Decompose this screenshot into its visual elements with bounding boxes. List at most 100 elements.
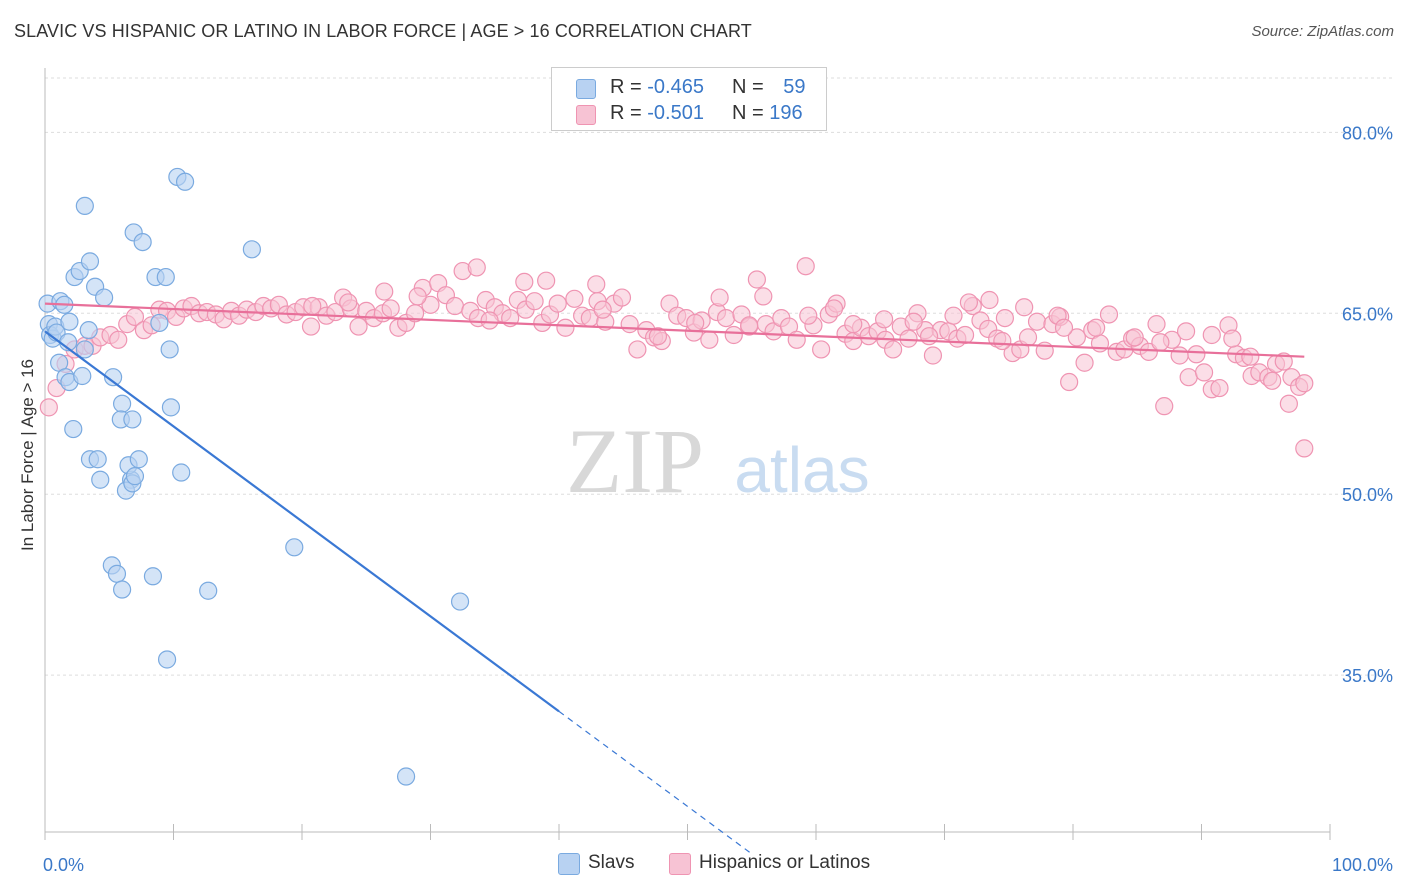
hispanics-point (799, 306, 818, 325)
hispanics-point (525, 292, 544, 311)
hispanics-point (1187, 345, 1206, 364)
hispanics-point (1176, 322, 1196, 341)
hispanics-swatch (576, 105, 596, 125)
hispanics-legend-swatch (669, 853, 691, 875)
hispanics-point (923, 346, 943, 365)
slavs-point (75, 340, 94, 359)
y-tick-label: 35.0% (1342, 666, 1393, 686)
hispanics-point (39, 398, 58, 417)
hispanics-point (548, 294, 567, 313)
hispanics-point (1087, 318, 1106, 337)
hispanics-point (812, 340, 831, 359)
chart-title: SLAVIC VS HISPANIC OR LATINO IN LABOR FO… (14, 21, 752, 41)
hispanics-point (339, 293, 358, 312)
legend-r-hispanics: R = -0.501 (610, 102, 704, 124)
slavs-point (156, 267, 175, 287)
hispanics-point (1099, 305, 1119, 324)
hispanics-point (904, 312, 923, 331)
hispanics-point (1027, 312, 1047, 331)
hispanics-point (844, 315, 863, 334)
chart-source: Source: ZipAtlas.com (1251, 23, 1394, 40)
hispanics-point (1274, 352, 1293, 371)
hispanics-point (628, 340, 647, 359)
hispanics-point (740, 316, 759, 335)
hispanics-point (944, 306, 963, 325)
hispanics-point (556, 318, 575, 337)
hispanics-point (109, 330, 128, 349)
hispanics-point (301, 317, 321, 336)
hispanics-point (303, 296, 322, 316)
slavs-point (80, 252, 100, 271)
hispanics-point (700, 330, 719, 349)
axes (44, 68, 1331, 840)
hispanics-point (710, 288, 729, 307)
x-tick-label-max: 100.0% (1332, 855, 1393, 875)
slavs-point (143, 567, 163, 586)
hispanics-point (1170, 346, 1189, 365)
slavs-point (75, 196, 94, 216)
tick-labels: 35.0% 50.0% 65.0% 80.0% 0.0% 100.0% (43, 123, 1393, 875)
hispanics-point (1295, 439, 1314, 458)
slavs-point (242, 240, 261, 259)
legend-r-slavs: R = -0.465 (610, 76, 704, 98)
slavs-point (396, 767, 416, 786)
hispanics-point (899, 329, 918, 348)
hispanics-point (824, 299, 844, 318)
slavs-point (150, 313, 169, 333)
watermark-zip: ZIP (566, 410, 704, 512)
hispanics-point (796, 257, 815, 276)
hispanics-point (620, 315, 639, 334)
hispanics-point (515, 272, 534, 292)
hispanics-point (421, 295, 440, 314)
slavs-point (107, 564, 127, 583)
hispanics-point (1155, 397, 1174, 416)
hispanics-point (381, 299, 400, 318)
slavs-point (199, 581, 218, 600)
slavs-legend-label: Slavs (588, 852, 635, 873)
hispanics-point (648, 327, 668, 346)
hispanics-point (1263, 371, 1282, 390)
legend-n-hispanics: N = 196 (732, 102, 803, 124)
slavs-point (64, 419, 83, 439)
slavs-point (104, 368, 123, 387)
hispanics-point (1279, 394, 1298, 413)
hispanics-trend-line (44, 302, 1305, 358)
hispanics-point (993, 331, 1012, 351)
hispanics-point (1018, 328, 1038, 347)
hispanics-point (955, 325, 975, 345)
slavs-trend-extension (558, 710, 753, 855)
slavs-point (161, 398, 181, 417)
slavs-point (129, 450, 148, 469)
hispanics-point (349, 317, 368, 336)
hispanics-point (716, 308, 736, 328)
hispanics-point (480, 311, 499, 330)
y-tick-label: 80.0% (1342, 123, 1393, 143)
slavs-point (112, 394, 132, 413)
hispanics-point (1194, 363, 1214, 382)
hispanics-point (1179, 368, 1198, 387)
slavs-point (73, 366, 92, 386)
slavs-point (285, 538, 304, 557)
slavs-point (88, 450, 107, 469)
slavs-point (175, 172, 195, 191)
hispanics-point (747, 270, 766, 289)
hispanics-point (1295, 374, 1314, 393)
hispanics-point (1147, 315, 1166, 334)
hispanics-point (1067, 328, 1086, 347)
hispanics-point (883, 340, 903, 359)
slavs-point (133, 232, 152, 252)
hispanics-point (1223, 329, 1242, 348)
hispanics-point (1060, 372, 1079, 392)
slavs-point (125, 467, 145, 486)
hispanics-point (445, 296, 465, 316)
hispanics-point (593, 300, 612, 319)
hispanics-point (408, 287, 427, 306)
hispanics-points (39, 257, 1314, 458)
slavs-point (79, 321, 98, 340)
hispanics-point (1241, 347, 1260, 366)
x-tick-label-min: 0.0% (43, 855, 84, 875)
slavs-point (91, 470, 110, 489)
hispanics-point (1202, 325, 1221, 345)
hispanics-point (612, 288, 632, 307)
